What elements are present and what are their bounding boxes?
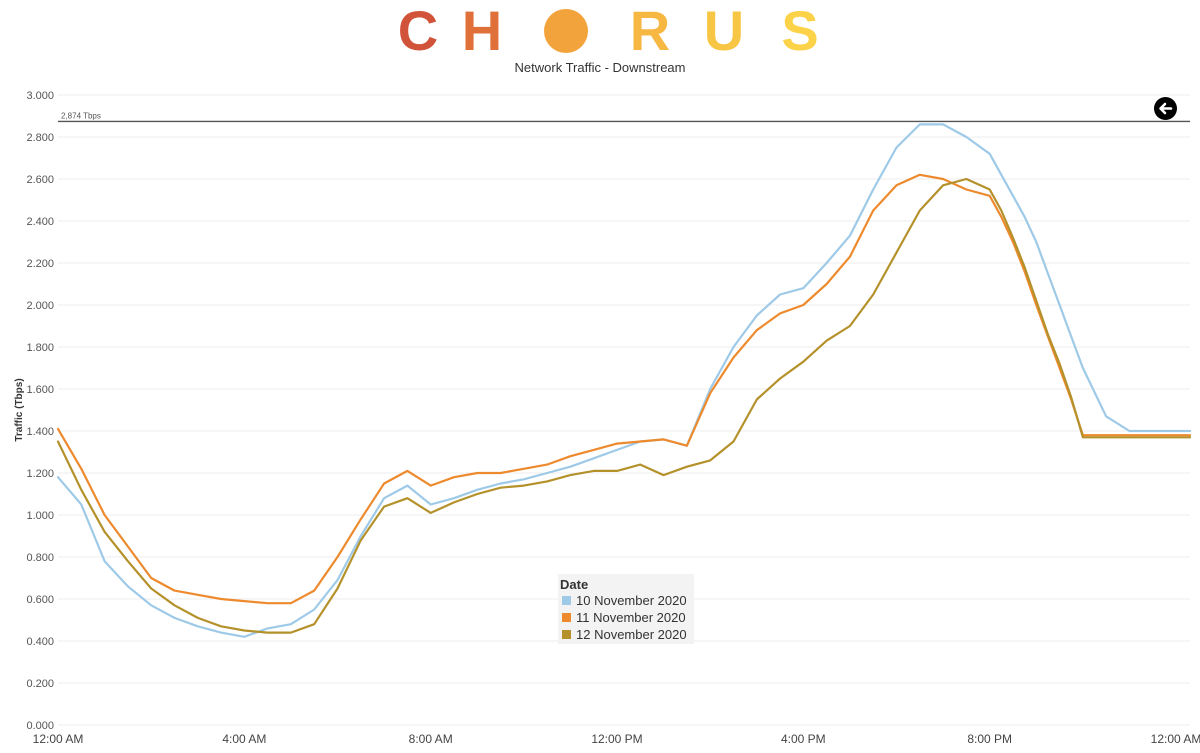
y-tick-label: 2.200 [26,258,54,270]
legend-label: 10 November 2020 [576,593,687,608]
chart-subtitle: Network Traffic - Downstream [514,60,686,75]
y-tick-label: 3.000 [26,90,54,102]
legend-title: Date [560,577,589,592]
y-tick-label: 1.400 [26,426,54,438]
y-tick-label: 0.800 [26,552,54,564]
y-tick-label: 0.200 [26,678,54,690]
y-tick-label: 1.000 [26,510,54,522]
y-tick-label: 2.600 [26,174,54,186]
x-tick-label: 12:00 PM [591,732,642,746]
x-tick-label: 4:00 PM [781,732,826,746]
x-tick-label: 12:00 AM [1151,732,1200,746]
x-tick-label: 4:00 AM [222,732,266,746]
y-tick-label: 2.400 [26,216,54,228]
logo-letter: U [704,0,744,62]
legend-label: 12 November 2020 [576,627,687,642]
x-tick-label: 12:00 AM [33,732,84,746]
y-tick-label: 1.200 [26,468,54,480]
arrow-left-circle-icon [1159,102,1173,115]
x-tick-label: 8:00 PM [967,732,1012,746]
y-tick-label: 1.600 [26,384,54,396]
y-tick-label: 2.000 [26,300,54,312]
y-tick-label: 0.000 [26,720,54,732]
logo-letter: S [781,0,818,62]
y-tick-label: 0.400 [26,636,54,648]
series-line-1 [56,123,1192,638]
reference-line-label: 2,874 Tbps [61,111,101,120]
legend-item-nov10[interactable]: 10 November 2020 [558,592,694,609]
legend-swatch [562,630,571,639]
legend-item-nov11[interactable]: 11 November 2020 [558,609,694,626]
y-axis-label: Traffic (Tbps) [14,378,25,441]
logo-letter: C [398,0,438,62]
x-tick-label: 8:00 AM [409,732,453,746]
logo-letter: H [462,0,502,62]
series-line-3 [56,177,1192,634]
y-tick-label: 1.800 [26,342,54,354]
legend-item-nov12[interactable]: 12 November 2020 [558,626,694,643]
legend-swatch [562,596,571,605]
y-tick-label: 0.600 [26,594,54,606]
logo-letter-o [544,9,588,53]
legend-label: 11 November 2020 [576,610,686,625]
chart-legend[interactable]: Date 10 November 2020 11 November 2020 1… [558,574,694,644]
legend-swatch [562,613,571,622]
y-tick-label: 2.800 [26,132,54,144]
back-button[interactable] [1154,97,1177,120]
series-line-2 [56,173,1192,605]
logo-letter: R [630,0,670,62]
